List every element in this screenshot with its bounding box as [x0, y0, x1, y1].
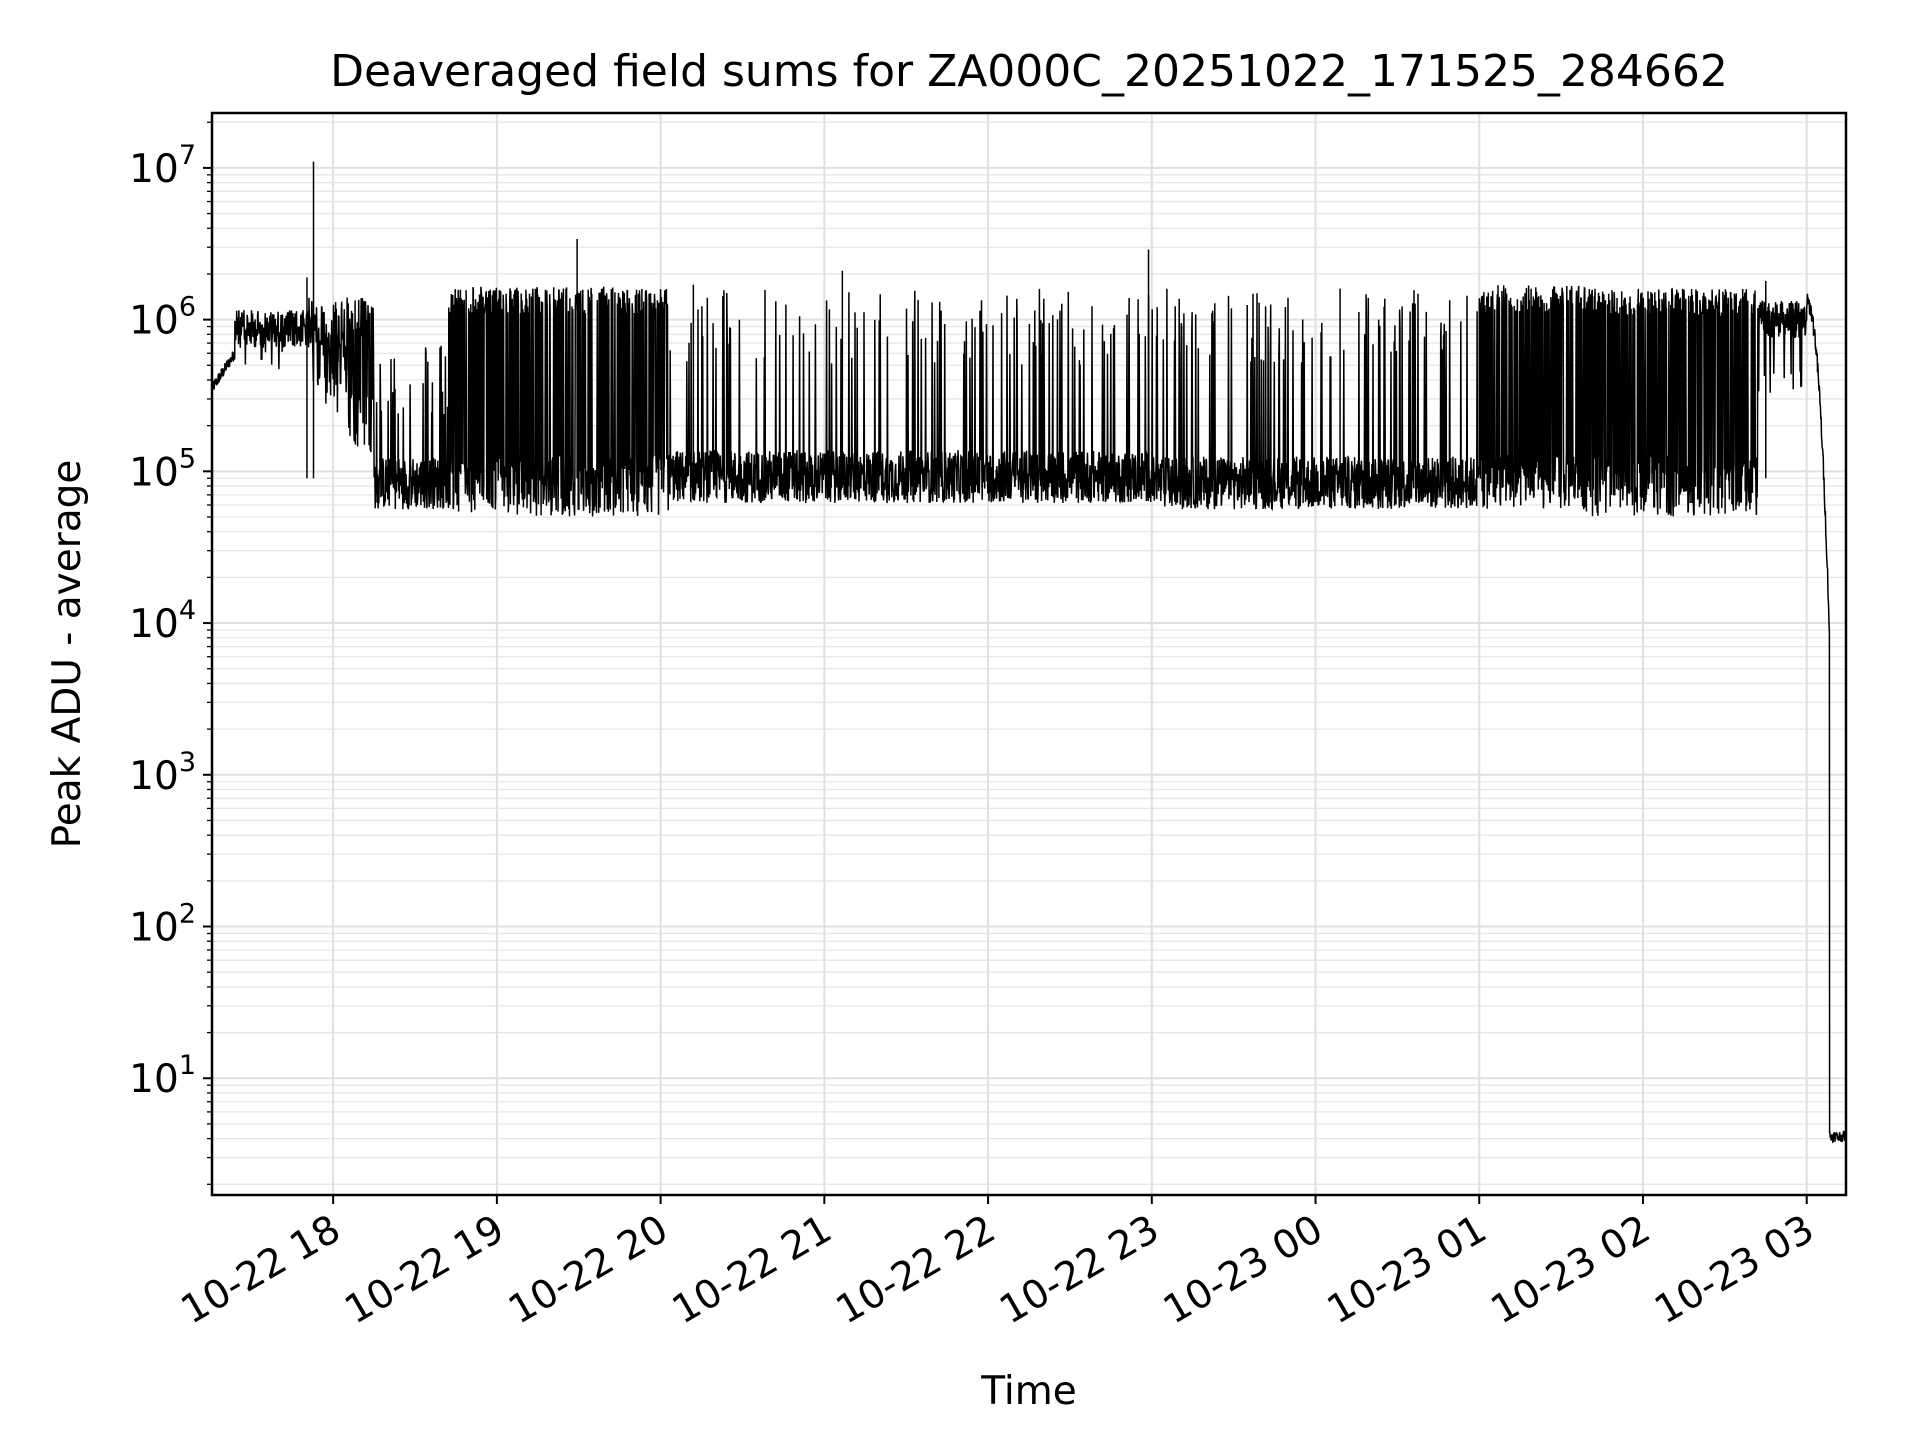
y-tick-label-exponent: 3 [179, 747, 196, 778]
y-minor-ticks [207, 121, 212, 1185]
y-axis-label: Peak ADU - average [45, 460, 90, 849]
y-tick-label-exponent: 1 [179, 1050, 196, 1081]
y-tick-label: 106 [129, 292, 196, 344]
y-tick-label-exponent: 7 [179, 140, 196, 171]
y-tick-label-base: 10 [129, 299, 179, 344]
y-tick-label: 105 [129, 443, 196, 495]
y-tick-label-base: 10 [129, 602, 179, 647]
y-tick-label-base: 10 [129, 450, 179, 495]
y-tick-label-exponent: 6 [179, 292, 196, 323]
minor-gridlines-y [212, 121, 1846, 1185]
y-tick-label-exponent: 5 [179, 443, 196, 474]
x-axis-label: Time [980, 1369, 1076, 1414]
axes-frame [210, 111, 1848, 1197]
y-tick-label-base: 10 [129, 906, 179, 951]
y-tick-label-base: 10 [129, 147, 179, 192]
y-tick-label-base: 10 [129, 1057, 179, 1102]
y-tick-label: 107 [129, 140, 196, 192]
y-tick-label: 104 [129, 595, 196, 647]
series-line [211, 285, 1847, 1144]
y-tick-label-exponent: 4 [179, 595, 196, 626]
y-tick-label: 103 [129, 747, 196, 799]
y-tick-label-exponent: 2 [179, 899, 196, 930]
peak-spikes [306, 161, 1767, 479]
y-tick-label: 101 [129, 1050, 196, 1102]
y-tick-label: 102 [129, 899, 196, 951]
chart-title: Deaveraged field sums for ZA000C_2025102… [330, 46, 1728, 97]
y-tick-label-base: 10 [129, 754, 179, 799]
